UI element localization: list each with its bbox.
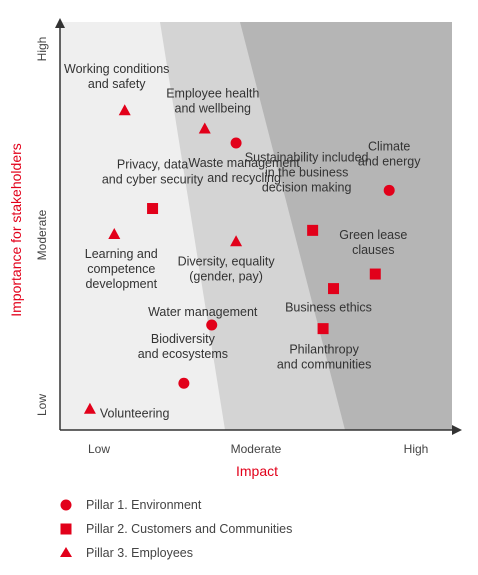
x-tick-moderate: Moderate [231, 442, 282, 456]
point-triangle-marker [198, 122, 211, 134]
point-label: Philanthropy and communities [277, 343, 372, 372]
point-label: Waste management and recycling [188, 156, 300, 185]
impact-zones [60, 22, 452, 430]
point-label-line: Volunteering [100, 407, 170, 421]
x-ticks: Low Moderate High [88, 442, 428, 456]
point-triangle-marker [108, 228, 121, 239]
point-square-marker [369, 268, 381, 280]
point-label: Working conditions and safety [64, 62, 169, 91]
point-label-line: Biodiversity [151, 332, 216, 346]
legend-item-employees: Pillar 3. Employees [60, 546, 193, 560]
point-label-line: Water management [148, 305, 258, 319]
y-tick-low: Low [35, 394, 49, 416]
point-label-line: in the business [265, 165, 348, 179]
point-label-line: Employee health [166, 86, 259, 100]
point-label-line: Diversity, equality [178, 254, 276, 268]
point-square-marker [147, 203, 159, 215]
x-tick-low: Low [88, 442, 110, 456]
point-label-line: Climate [368, 139, 410, 153]
point-triangle-marker [230, 235, 243, 247]
legend-item-environment: Pillar 1. Environment [60, 498, 202, 512]
point-label-line: and ecosystems [138, 347, 228, 361]
point-triangle-marker [118, 104, 131, 116]
y-axis-arrow [55, 18, 65, 28]
point-label-line: and communities [277, 358, 372, 372]
point-circle-marker [383, 184, 395, 196]
zone-high [240, 22, 452, 430]
point-label: Sustainability included in the business de… [245, 150, 369, 194]
legend-triangle-icon [60, 547, 72, 557]
point-label-line: Green lease [339, 228, 407, 242]
legend-label: Pillar 1. Environment [86, 498, 202, 512]
point-label-line: Business ethics [285, 301, 372, 315]
point-label-line: Privacy, data [117, 158, 188, 172]
point-label: Biodiversity and ecosystems [138, 332, 228, 361]
point-label-line: Philanthropy [289, 343, 359, 357]
point-label-line: (gender, pay) [189, 269, 263, 283]
legend-square-icon [60, 523, 72, 535]
point-label-line: decision making [262, 180, 352, 194]
point-label-line: development [85, 277, 157, 291]
point-square-marker [328, 283, 340, 295]
point-triangle-marker [83, 402, 96, 414]
x-axis-title: Impact [236, 463, 278, 479]
point-label: Business ethics [285, 301, 372, 315]
point-label: Privacy, data and cyber security [102, 158, 204, 187]
point-label-line: and recycling [207, 171, 281, 185]
point-circle-marker [206, 319, 218, 331]
legend-label: Pillar 3. Employees [86, 546, 193, 560]
point-label-line: competence [87, 262, 155, 276]
point-label-line: and wellbeing [175, 101, 251, 115]
point-label: Volunteering [100, 407, 170, 421]
legend-item-customers: Pillar 2. Customers and Communities [60, 522, 292, 536]
legend: Pillar 1. Environment Pillar 2. Customer… [60, 498, 292, 560]
point-label: Water management [148, 305, 258, 319]
point-label: Climate and energy [358, 139, 421, 168]
point-label: Employee health and wellbeing [166, 86, 259, 115]
point-label-line: Working conditions [64, 62, 169, 76]
legend-label: Pillar 2. Customers and Communities [86, 522, 292, 536]
point-label-line: Learning and [85, 247, 158, 261]
legend-circle-icon [60, 499, 72, 511]
point-label: Diversity, equality (gender, pay) [178, 254, 276, 283]
point-label-line: and safety [88, 77, 146, 91]
point-label: Green lease clauses [339, 228, 407, 257]
point-circle-marker [230, 137, 242, 149]
axes [55, 18, 462, 435]
y-tick-moderate: Moderate [35, 209, 49, 260]
point-square-marker [307, 224, 319, 236]
y-ticks: Low Moderate High [35, 37, 49, 416]
point-label-line: Waste management [188, 156, 300, 170]
x-tick-high: High [404, 442, 429, 456]
point-square-marker [317, 323, 329, 335]
point-label-line: clauses [352, 243, 394, 257]
x-axis-arrow [452, 425, 462, 435]
y-axis-title: Importance for stakeholders [8, 143, 24, 317]
point-label: Learning and competence development [85, 247, 158, 291]
point-label-line: and energy [358, 154, 421, 168]
point-label-line: Sustainability included [245, 150, 369, 164]
y-tick-high: High [35, 37, 49, 62]
point-circle-marker [178, 377, 190, 389]
point-label-line: and cyber security [102, 173, 204, 187]
